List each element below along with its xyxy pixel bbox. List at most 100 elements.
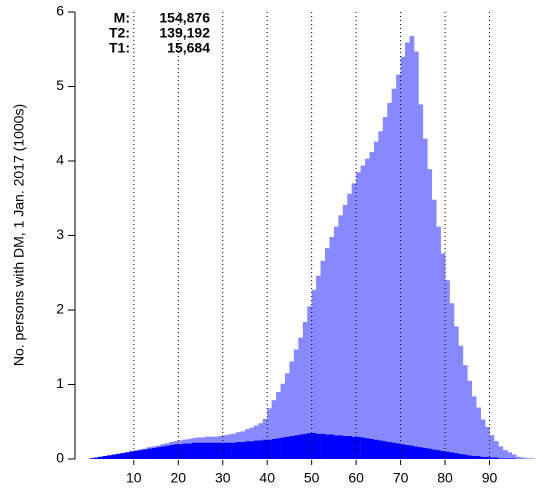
bar [485,426,490,457]
bar [338,435,344,459]
bar [378,131,384,441]
bar [431,449,437,459]
bar [196,442,201,459]
bar [156,445,161,448]
bar [222,435,228,443]
bar [178,440,184,445]
x-tick-label: 30 [215,470,231,486]
bar [493,457,499,459]
bar [480,419,486,457]
bar [227,434,232,443]
bar [476,407,481,457]
bar [413,446,419,459]
bar [307,432,312,459]
bar [213,442,219,459]
bar [120,453,126,459]
bar [222,442,228,459]
bar [498,458,504,459]
bar [267,408,272,440]
bar [373,439,379,459]
bar [329,434,335,459]
bar [529,458,535,459]
bar [227,442,232,459]
bar [405,444,410,459]
bar [347,193,352,436]
bar [151,446,157,448]
bar [236,432,241,442]
bar [204,436,210,443]
bar [173,444,179,459]
bar [360,165,366,438]
bar [511,454,517,459]
bar [453,326,459,454]
bar [173,441,179,445]
bar [267,439,272,459]
bar [169,444,175,459]
bar [200,442,206,459]
bar [471,396,477,457]
bar [138,449,143,451]
x-tick-label: 20 [170,470,186,486]
bar [489,457,495,459]
bar [436,226,441,451]
bar [240,431,246,442]
bar [462,365,468,455]
bar [196,437,201,443]
bar [187,443,192,459]
bar [200,437,206,443]
bar [391,442,397,459]
bar [240,441,246,459]
bar [111,454,117,459]
bar [445,280,450,452]
bar [276,438,281,459]
bar [333,226,339,436]
bar [427,169,433,449]
bar [396,74,401,444]
bar [365,438,370,459]
bar [289,361,295,436]
legend-label: T2: [109,25,130,41]
bar [440,253,446,451]
bar [107,455,112,459]
bar [218,442,224,459]
bar [160,444,166,447]
bar [382,117,388,442]
bar [160,446,166,459]
bar [409,445,415,459]
bar [138,450,143,459]
bar [293,435,299,459]
bar [147,447,152,449]
bar [169,441,175,445]
bar [151,447,157,459]
bar [502,458,508,459]
bar [418,447,424,459]
bar [493,441,499,458]
y-tick-label: 2 [56,301,64,317]
bar [333,435,339,459]
bar [280,383,286,438]
bar [365,158,370,439]
bar [418,104,424,448]
bar [231,433,237,443]
y-tick-label: 3 [56,226,64,242]
bar [329,236,335,435]
bar [133,450,139,451]
bar [378,440,384,459]
bar [271,400,277,439]
bar [471,456,477,459]
bar [307,306,312,433]
bar [445,451,450,459]
bar [298,434,304,459]
y-axis-label: No. persons with DM, 1 Jan. 2017 (1000s) [11,104,27,366]
bar [124,452,130,459]
bar [400,56,406,445]
bar [249,427,255,442]
y-tick-label: 1 [56,375,64,391]
y-tick-label: 0 [56,450,64,466]
bar [369,152,375,439]
y-tick-label: 5 [56,77,64,93]
bar [302,321,308,434]
bar [458,345,464,454]
